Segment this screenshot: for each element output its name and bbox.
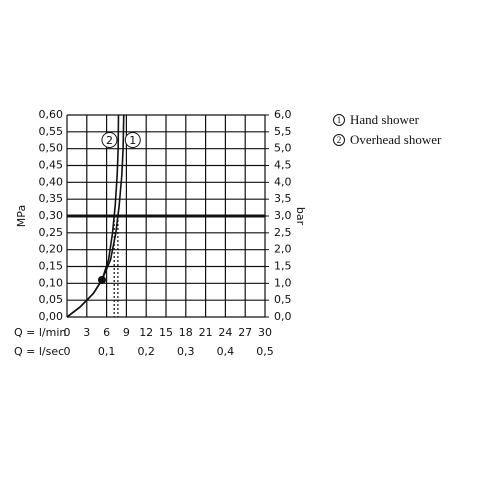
x-tick-label: 9 (123, 326, 130, 339)
curve (66, 114, 120, 318)
x-tick-label: 0 (64, 326, 71, 339)
y2-axis-label: bar (294, 207, 307, 226)
x-tick-label: 30 (258, 326, 272, 339)
y2-tick-label: 5,5 (274, 125, 292, 138)
x2-axis-label: Q = l/sec (14, 345, 64, 358)
x-tick-label: 18 (179, 326, 193, 339)
legend-number: 1 (337, 115, 342, 125)
y2-tick-label: 0,0 (274, 310, 292, 323)
y-tick-label: 0,20 (39, 243, 64, 256)
x2-tick-label: 0 (64, 345, 71, 358)
legend-label: Hand shower (350, 112, 420, 127)
x-tick-label: 24 (218, 326, 232, 339)
legend-circle (333, 134, 345, 146)
marker-point (97, 275, 106, 284)
y2-tick-label: 2,0 (274, 243, 292, 256)
x2-tick-label: 0,5 (256, 345, 274, 358)
y-tick-label: 0,30 (39, 209, 64, 222)
x-axis-label: Q = l/min (14, 326, 66, 339)
x2-tick-label: 0,2 (137, 345, 155, 358)
x2-tick-label: 0,4 (217, 345, 235, 358)
y-axis-label: MPa (15, 205, 28, 227)
x2-tick-label: 0,3 (177, 345, 195, 358)
y-tick-label: 0,10 (39, 276, 64, 289)
y2-tick-label: 1,0 (274, 276, 292, 289)
legend: 1 Hand shower 2 Overhead shower (333, 112, 442, 147)
x-tick-label: 21 (199, 326, 213, 339)
y2-tick-label: 2,5 (274, 226, 292, 239)
y2-tick-label: 4,5 (274, 159, 292, 172)
curve-label-circle (101, 132, 118, 148)
y-tick-label: 0,25 (39, 226, 64, 239)
y2-tick-label: 3,0 (274, 209, 292, 222)
y2-tick-label: 1,5 (274, 260, 292, 273)
x-tick-label: 15 (159, 326, 173, 339)
y-tick-label: 0,40 (39, 175, 64, 188)
legend-circle (333, 114, 345, 126)
y2-tick-label: 4,0 (274, 175, 292, 188)
y2-tick-label: 3,5 (274, 192, 292, 205)
y-tick-label: 0,15 (39, 260, 64, 273)
x-tick-label: 12 (139, 326, 153, 339)
x-tick-label: 27 (238, 326, 252, 339)
y-tick-label: 0,50 (39, 142, 64, 155)
legend-number: 2 (337, 135, 342, 145)
curve-label: 1 (129, 134, 136, 147)
curve-label: 2 (106, 134, 113, 147)
y2-tick-label: 5,0 (274, 142, 292, 155)
y-tick-label: 0,60 (39, 108, 64, 121)
y-tick-label: 0,45 (39, 159, 64, 172)
x-tick-label: 3 (83, 326, 90, 339)
y-tick-label: 0,05 (39, 293, 64, 306)
y-tick-label: 0,00 (39, 310, 64, 323)
curve-label-circle (124, 132, 141, 148)
y-tick-label: 0,55 (39, 125, 64, 138)
y2-tick-label: 6,0 (274, 108, 292, 121)
y-tick-label: 0,35 (39, 192, 64, 205)
x2-tick-label: 0,1 (98, 345, 116, 358)
y2-tick-label: 0,5 (274, 293, 292, 306)
x-tick-label: 6 (103, 326, 110, 339)
legend-label: Overhead shower (350, 132, 442, 147)
